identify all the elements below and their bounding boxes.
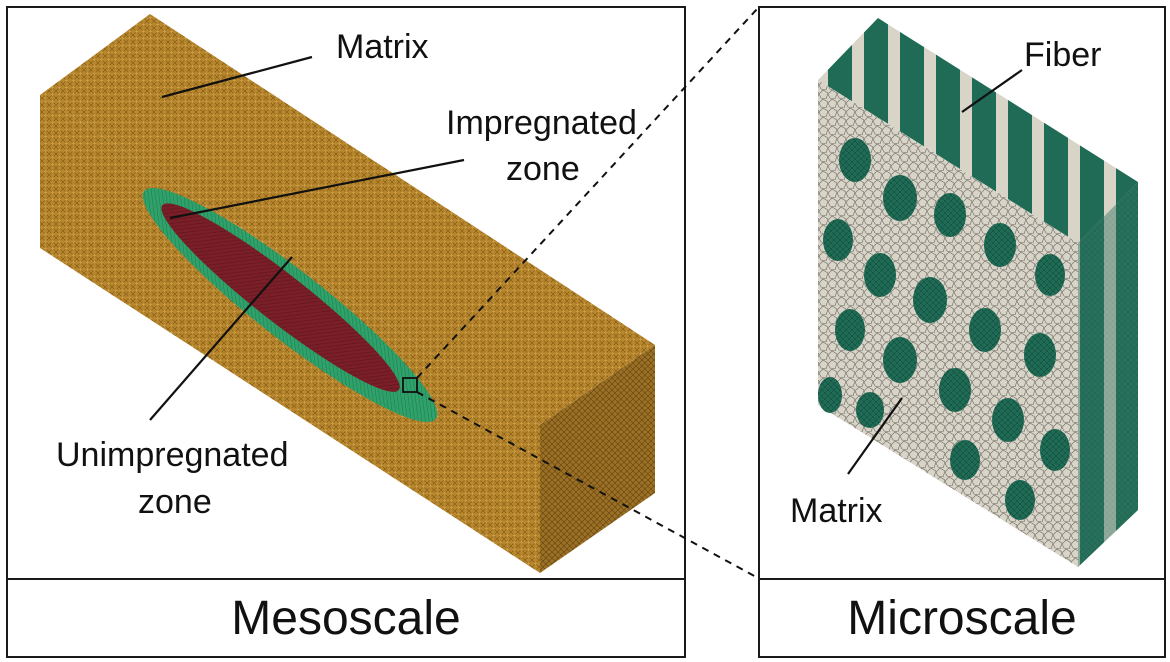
zoom-line-top — [416, 7, 759, 379]
label-matrix-micro: Matrix — [790, 492, 883, 530]
leader-impregnated — [169, 158, 465, 220]
leader-unimpregnated — [149, 256, 293, 421]
rve-front-face — [818, 80, 1078, 567]
label-matrix-meso: Matrix — [336, 28, 429, 66]
label-impregnated-line2: zone — [506, 150, 580, 188]
mesoscale-block — [40, 14, 655, 573]
fiber-cross-sections — [818, 138, 1070, 520]
leader-matrix-meso — [161, 55, 313, 99]
zoom-region-marker — [402, 377, 418, 393]
rve-top-face — [818, 18, 1138, 243]
mesoscale-caption: Mesoscale — [231, 591, 461, 645]
label-unimpregnated-line1: Unimpregnated — [56, 436, 288, 474]
label-impregnated-line1: Impregnated — [446, 104, 637, 142]
microscale-rve — [818, 18, 1138, 567]
leader-matrix-micro — [847, 397, 903, 475]
rve-side-stripes — [1078, 182, 1138, 567]
block-end-face — [540, 345, 655, 573]
microscale-caption-box: Microscale — [758, 578, 1166, 658]
block-top-face — [40, 14, 655, 425]
mesoscale-caption-box: Mesoscale — [6, 578, 686, 658]
microscale-caption: Microscale — [847, 591, 1077, 645]
label-fiber: Fiber — [1024, 36, 1101, 74]
label-unimpregnated-line2: zone — [138, 483, 212, 521]
unimpregnated-zone — [161, 203, 400, 392]
leader-fiber — [961, 69, 1023, 113]
